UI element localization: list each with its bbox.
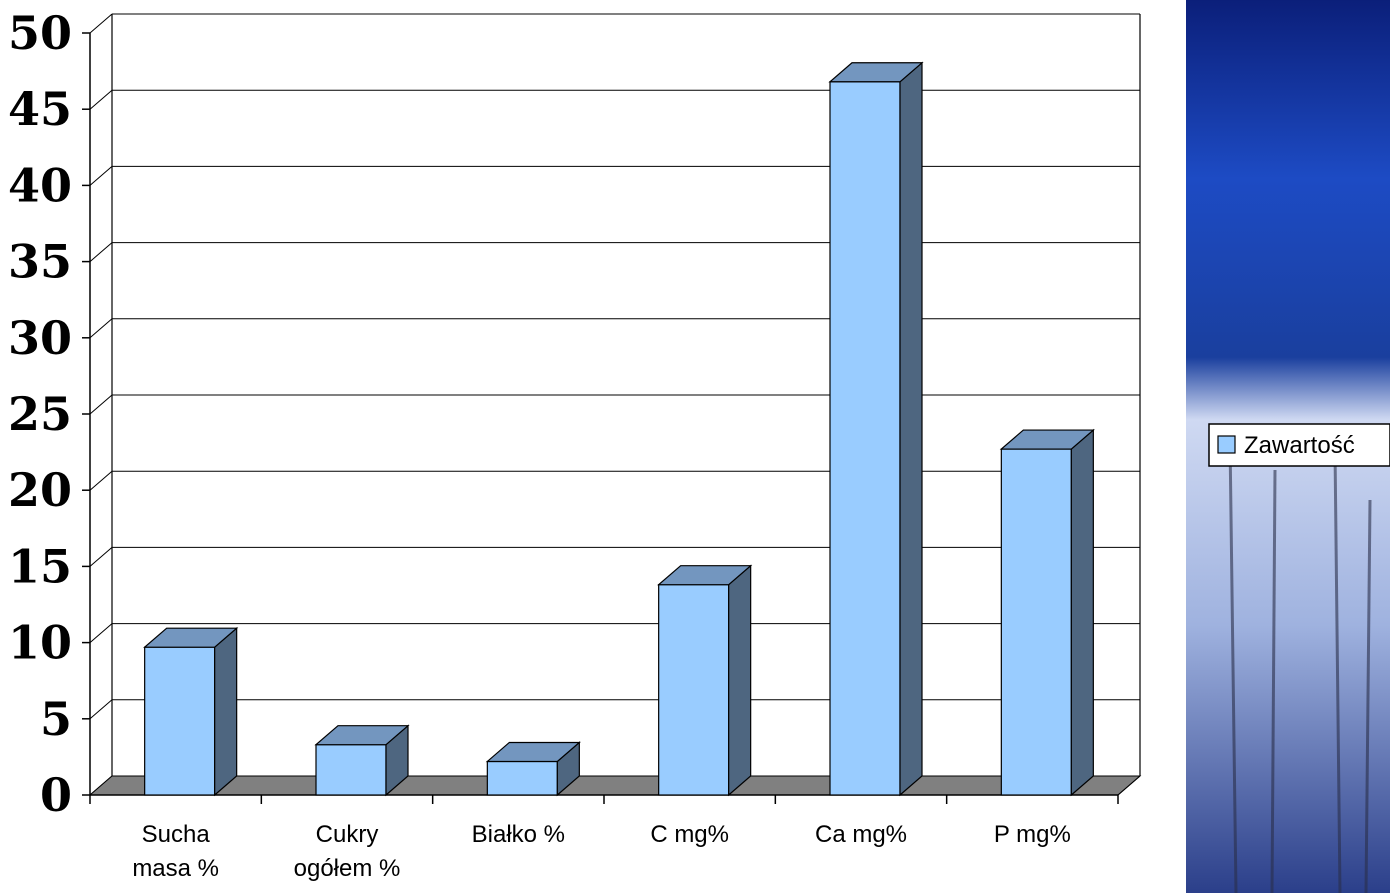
gridline-side bbox=[89, 318, 113, 339]
y-tick-label: 45 bbox=[8, 82, 72, 136]
bar bbox=[829, 81, 901, 796]
floor-depth-edge bbox=[1117, 775, 1141, 796]
tree-trunks bbox=[1228, 439, 1372, 893]
legend-box bbox=[1208, 423, 1390, 467]
bar bbox=[486, 760, 558, 796]
gridline-side bbox=[89, 166, 113, 186]
x-tick-label: Ca mg% bbox=[815, 821, 907, 848]
chart-floor bbox=[88, 775, 1142, 796]
bar-side bbox=[1070, 428, 1094, 797]
y-tick-label: 35 bbox=[8, 235, 72, 289]
gridline-side bbox=[89, 547, 113, 567]
x-tick-label: Sucha bbox=[142, 821, 211, 848]
legend: Zawartość bbox=[1208, 423, 1390, 467]
bar-side bbox=[899, 61, 923, 797]
bar-top bbox=[657, 565, 753, 586]
gridline-side bbox=[89, 394, 113, 415]
bar-side bbox=[728, 564, 752, 797]
y-tick-label: 50 bbox=[8, 6, 72, 60]
x-tick-label: masa % bbox=[132, 855, 219, 882]
y-tick-labels: 0 5 10 15 20 25 30 35 40 45 50 bbox=[8, 6, 72, 822]
bar-top bbox=[314, 725, 410, 746]
gridlines bbox=[82, 13, 1141, 796]
bar bbox=[658, 584, 730, 796]
y-tick-label: 5 bbox=[40, 692, 72, 746]
bar-side bbox=[214, 626, 238, 797]
x-tick-label: C mg% bbox=[650, 821, 729, 848]
bars bbox=[143, 61, 1095, 797]
bar-top bbox=[485, 741, 581, 763]
gridline-side bbox=[89, 623, 113, 643]
y-tick-label: 30 bbox=[8, 311, 72, 365]
y-tick-label: 20 bbox=[8, 463, 72, 517]
bar-top bbox=[143, 627, 239, 648]
bar bbox=[144, 646, 216, 796]
bar-top bbox=[828, 62, 924, 83]
x-tick-label: ogółem % bbox=[294, 855, 401, 882]
x-tick-label: P mg% bbox=[994, 821, 1071, 848]
x-tick-label: Białko % bbox=[472, 821, 565, 848]
y-tick-label: 10 bbox=[8, 616, 72, 670]
legend-swatch bbox=[1217, 435, 1236, 454]
gridline-side bbox=[89, 470, 113, 491]
x-tick-labels: Sucha masa % Cukry ogółem % Białko % C mg% Ca … bbox=[89, 795, 1119, 882]
bar bbox=[1000, 448, 1072, 796]
gridline-side bbox=[89, 699, 113, 720]
x-tick-label: Cukry bbox=[316, 821, 379, 848]
gridline-side bbox=[89, 13, 113, 34]
legend-label: Zawartość bbox=[1244, 432, 1355, 459]
bar-top bbox=[999, 429, 1095, 450]
y-tick-label: 15 bbox=[8, 539, 72, 593]
y-tick-label: 25 bbox=[8, 387, 72, 441]
gridline-side bbox=[89, 89, 113, 110]
y-tick-label: 0 bbox=[40, 768, 72, 822]
bar bbox=[315, 744, 387, 796]
gridline-side bbox=[89, 242, 113, 262]
y-tick-label: 40 bbox=[8, 158, 72, 212]
